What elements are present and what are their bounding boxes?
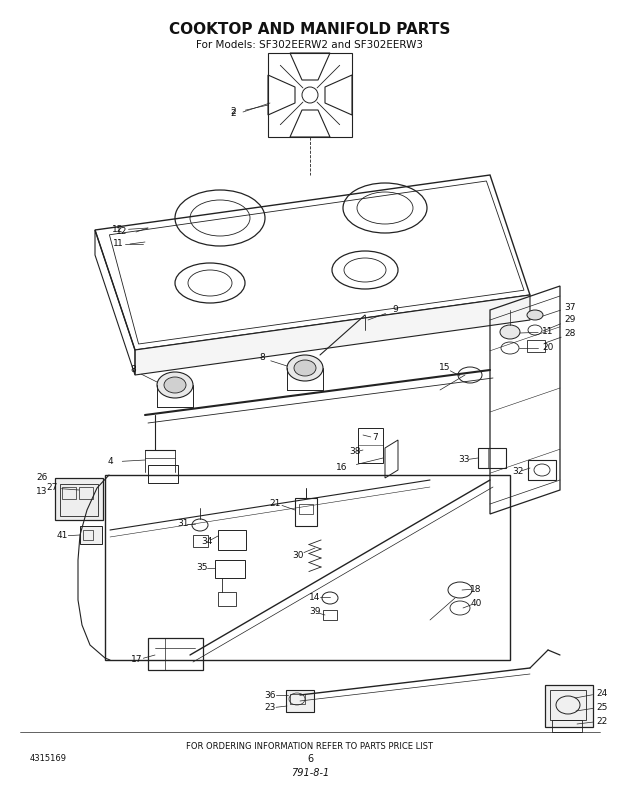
Bar (527, 340, 545, 352)
Ellipse shape (500, 325, 520, 339)
Text: 11: 11 (542, 328, 554, 336)
Text: 16: 16 (336, 464, 348, 472)
Text: 17: 17 (131, 656, 143, 664)
Bar (218, 592, 236, 606)
Text: 8: 8 (259, 354, 265, 362)
Text: 27: 27 (46, 483, 58, 493)
Bar (83, 530, 93, 540)
Text: 15: 15 (439, 363, 451, 373)
Text: 20: 20 (542, 343, 554, 352)
Bar (358, 428, 383, 463)
Text: FOR ORDERING INFORMATION REFER TO PARTS PRICE LIST: FOR ORDERING INFORMATION REFER TO PARTS … (187, 742, 433, 751)
Text: 4: 4 (107, 457, 113, 467)
Text: 2: 2 (230, 108, 236, 116)
Text: COOKTOP AND MANIFOLD PARTS: COOKTOP AND MANIFOLD PARTS (169, 22, 451, 37)
Bar (215, 560, 245, 578)
Ellipse shape (157, 372, 193, 398)
Text: 2: 2 (230, 108, 236, 117)
Ellipse shape (294, 360, 316, 376)
Text: 35: 35 (197, 564, 208, 572)
Polygon shape (135, 295, 530, 375)
Text: 33: 33 (458, 456, 470, 465)
Text: 25: 25 (596, 703, 608, 711)
Text: 29: 29 (564, 315, 576, 325)
Bar (80, 526, 102, 544)
Bar (528, 460, 556, 480)
Bar (290, 694, 305, 704)
Text: 34: 34 (202, 538, 213, 546)
Text: 8: 8 (130, 365, 136, 374)
Text: 38: 38 (349, 447, 361, 457)
Text: 28: 28 (564, 329, 576, 339)
Bar (552, 720, 582, 732)
Bar (545, 685, 593, 727)
Text: 24: 24 (596, 689, 608, 697)
Text: 1: 1 (113, 240, 119, 248)
Text: 22: 22 (596, 717, 608, 725)
Text: 31: 31 (177, 520, 188, 528)
Bar (286, 690, 314, 712)
Bar (218, 530, 246, 550)
Text: 40: 40 (471, 598, 482, 608)
Text: 26: 26 (37, 473, 48, 483)
Text: 39: 39 (309, 608, 321, 616)
Text: 18: 18 (470, 585, 482, 593)
Text: 36: 36 (264, 690, 276, 700)
Text: 13: 13 (36, 487, 48, 497)
Text: 37: 37 (564, 303, 576, 311)
Text: 12: 12 (112, 226, 123, 234)
Bar (55, 478, 103, 520)
Text: 41: 41 (56, 531, 68, 541)
Bar (148, 638, 203, 670)
Text: 32: 32 (512, 468, 524, 476)
Ellipse shape (527, 310, 543, 320)
Text: For Models: SF302EERW2 and SF302EERW3: For Models: SF302EERW2 and SF302EERW3 (197, 40, 423, 50)
Text: 791-8-1: 791-8-1 (291, 768, 329, 778)
Ellipse shape (287, 355, 323, 381)
Bar (295, 498, 317, 526)
Text: 4315169: 4315169 (30, 754, 66, 763)
Text: 6: 6 (307, 754, 313, 764)
Bar (193, 535, 208, 547)
Bar (79, 487, 93, 499)
Ellipse shape (164, 377, 186, 393)
Bar (550, 690, 586, 720)
Text: 1: 1 (117, 240, 123, 248)
Bar (323, 610, 337, 620)
Text: 14: 14 (309, 593, 321, 601)
Text: 23: 23 (264, 703, 276, 712)
Text: 9: 9 (392, 306, 398, 314)
Bar (299, 504, 313, 514)
Text: 7: 7 (372, 434, 378, 443)
Text: 12: 12 (117, 227, 128, 237)
Text: 21: 21 (269, 498, 281, 508)
Bar (62, 487, 76, 499)
Bar (478, 448, 506, 468)
Bar (60, 484, 98, 516)
Bar (148, 465, 178, 483)
Text: 30: 30 (292, 550, 304, 560)
